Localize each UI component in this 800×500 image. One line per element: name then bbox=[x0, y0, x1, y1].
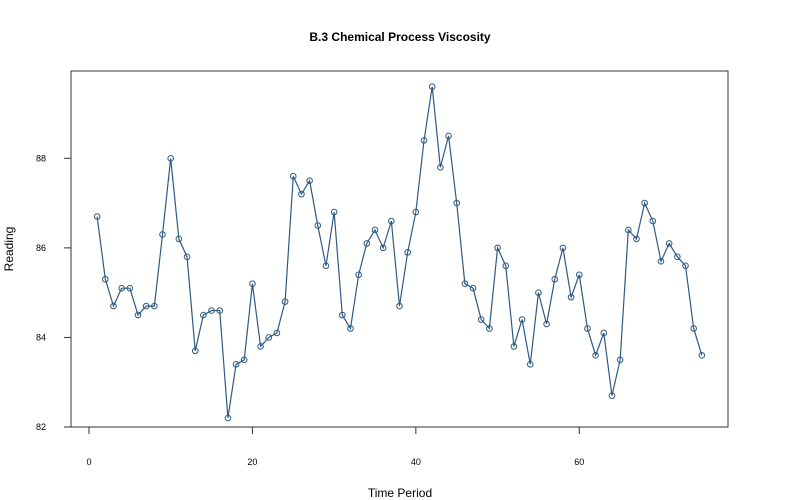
data-point bbox=[641, 199, 648, 207]
data-point bbox=[461, 280, 469, 288]
y-tick-label: 84 bbox=[36, 332, 46, 342]
data-point bbox=[592, 352, 599, 359]
data-point bbox=[567, 293, 575, 301]
data-point bbox=[510, 343, 518, 350]
data-point bbox=[477, 316, 485, 323]
data-point bbox=[126, 284, 134, 292]
y-tick-label: 86 bbox=[36, 243, 46, 253]
data-point bbox=[93, 213, 101, 220]
data-point bbox=[339, 311, 346, 319]
x-tick-label: 20 bbox=[247, 457, 257, 467]
data-point bbox=[200, 311, 207, 319]
data-point bbox=[257, 343, 264, 350]
viscosity-series-line bbox=[96, 86, 703, 419]
data-point bbox=[428, 83, 436, 90]
y-tick-label: 82 bbox=[36, 422, 46, 432]
data-point bbox=[502, 262, 510, 270]
data-point bbox=[110, 302, 117, 310]
data-point bbox=[151, 302, 158, 310]
data-point bbox=[363, 240, 371, 247]
data-point bbox=[412, 208, 420, 216]
data-point bbox=[608, 392, 616, 399]
data-point bbox=[486, 325, 493, 332]
data-point bbox=[584, 325, 591, 332]
data-point bbox=[396, 302, 403, 310]
data-point bbox=[224, 414, 232, 422]
data-point bbox=[142, 302, 150, 310]
data-point bbox=[616, 356, 624, 364]
data-point bbox=[445, 132, 452, 140]
data-point bbox=[657, 258, 665, 265]
data-point bbox=[469, 284, 477, 292]
data-point bbox=[535, 289, 542, 296]
data-point bbox=[690, 325, 697, 332]
data-point bbox=[453, 199, 461, 207]
data-point bbox=[388, 217, 395, 225]
viscosity-series-points bbox=[93, 83, 706, 422]
data-point bbox=[379, 244, 387, 252]
data-point bbox=[437, 163, 444, 171]
chart-title: B.3 Chemical Process Viscosity bbox=[309, 30, 491, 44]
data-point bbox=[543, 320, 550, 328]
data-point bbox=[273, 329, 281, 337]
data-point bbox=[355, 271, 362, 279]
data-point bbox=[649, 217, 657, 225]
x-tick-label: 0 bbox=[86, 457, 91, 467]
x-tick-label: 40 bbox=[411, 457, 421, 467]
data-point bbox=[314, 222, 322, 229]
data-point bbox=[698, 352, 706, 359]
plot-frame bbox=[70, 70, 729, 428]
y-axis-title: Reading bbox=[2, 227, 16, 272]
x-tick-label: 60 bbox=[574, 457, 584, 467]
data-point bbox=[159, 231, 166, 238]
data-point bbox=[298, 190, 305, 198]
data-point bbox=[600, 329, 608, 337]
x-axis-ticks: 0 20 40 60 bbox=[86, 427, 584, 467]
data-point bbox=[249, 280, 256, 288]
x-axis-title: Time Period bbox=[368, 486, 432, 500]
data-point bbox=[404, 249, 411, 256]
data-point bbox=[322, 262, 330, 270]
data-point bbox=[551, 275, 559, 283]
data-point bbox=[420, 137, 428, 144]
data-point bbox=[633, 235, 640, 243]
data-point bbox=[191, 347, 199, 355]
data-point bbox=[102, 275, 109, 283]
y-tick-label: 88 bbox=[36, 153, 46, 163]
data-point bbox=[559, 244, 567, 252]
data-point bbox=[216, 307, 224, 314]
data-point bbox=[575, 271, 583, 279]
data-point bbox=[167, 155, 174, 162]
data-point bbox=[289, 172, 297, 180]
data-point bbox=[306, 177, 313, 185]
data-point bbox=[665, 240, 673, 247]
data-point bbox=[526, 361, 534, 368]
data-point bbox=[682, 262, 689, 270]
data-point bbox=[134, 311, 142, 319]
data-point bbox=[625, 226, 632, 234]
data-point bbox=[208, 307, 215, 314]
data-point bbox=[183, 253, 191, 261]
data-point bbox=[232, 361, 240, 368]
data-point bbox=[118, 284, 125, 292]
data-point bbox=[674, 253, 681, 261]
data-point bbox=[518, 316, 526, 323]
y-axis-ticks: 82 84 86 88 bbox=[36, 153, 71, 432]
data-point bbox=[371, 226, 379, 234]
data-point bbox=[265, 334, 273, 341]
data-point bbox=[347, 325, 354, 332]
data-point bbox=[281, 298, 289, 305]
data-point bbox=[175, 235, 183, 243]
data-point bbox=[240, 356, 248, 364]
data-point bbox=[494, 244, 501, 252]
data-point bbox=[330, 208, 338, 216]
